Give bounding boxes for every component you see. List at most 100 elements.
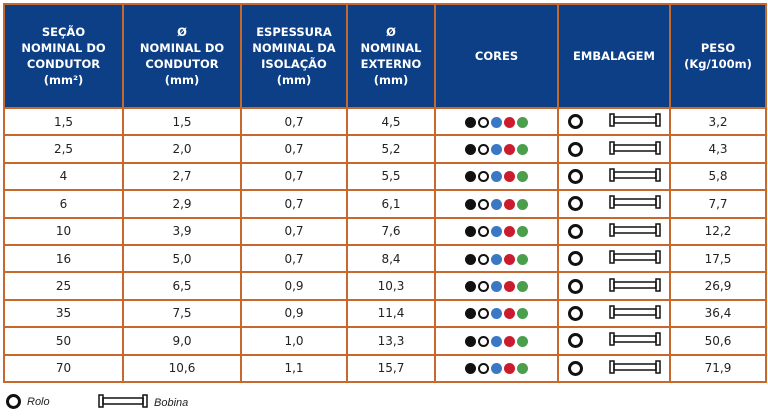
table-row: 2,5 2,0 0,7 5,2 4,3 bbox=[3, 134, 767, 164]
color-dot bbox=[491, 363, 502, 375]
legend-bobina-label: Bobina bbox=[154, 396, 189, 409]
table-row: 70 10,6 1,1 15,7 71,9 bbox=[3, 353, 767, 383]
packaging-cell bbox=[557, 353, 671, 383]
cell: 0,7 bbox=[240, 243, 348, 274]
rolo-icon bbox=[567, 168, 583, 184]
color-dot bbox=[517, 226, 528, 238]
rolo-icon bbox=[567, 114, 583, 130]
cell: 7,7 bbox=[669, 189, 767, 219]
color-dot bbox=[504, 171, 515, 183]
table-row: 10 3,9 0,7 7,6 12,2 bbox=[3, 216, 767, 246]
color-dot bbox=[465, 335, 476, 347]
cell: 0,9 bbox=[240, 271, 348, 301]
cell: 0,7 bbox=[240, 161, 348, 192]
color-dot bbox=[491, 144, 502, 156]
column-header: PESO (Kg/100m) bbox=[669, 3, 767, 109]
color-dot bbox=[465, 144, 476, 156]
cell: 1,5 bbox=[3, 106, 124, 137]
table-row: 35 7,5 0,9 11,4 36,4 bbox=[3, 298, 767, 329]
packaging-cell bbox=[557, 216, 671, 246]
cell: 6,5 bbox=[122, 271, 242, 301]
color-dot bbox=[465, 253, 476, 265]
cell: 36,4 bbox=[669, 298, 767, 329]
rolo-icon bbox=[567, 360, 583, 376]
color-dot bbox=[517, 363, 528, 375]
rolo-icon bbox=[567, 251, 583, 267]
color-dot bbox=[504, 308, 515, 320]
color-dot bbox=[465, 171, 476, 183]
column-header: CORES bbox=[434, 3, 559, 109]
cell: 3,9 bbox=[122, 216, 242, 246]
rolo-icon bbox=[567, 196, 583, 212]
color-dot bbox=[504, 335, 515, 347]
bobina-icon bbox=[98, 394, 148, 411]
cell: 35 bbox=[3, 298, 124, 329]
color-dot bbox=[465, 116, 476, 128]
rolo-icon bbox=[6, 394, 21, 409]
cell: 5,0 bbox=[122, 243, 242, 274]
cell: 15,7 bbox=[346, 353, 436, 383]
colors-cell bbox=[434, 161, 559, 192]
cell: 1,5 bbox=[122, 106, 242, 137]
bobina-icon bbox=[608, 168, 661, 185]
color-dot bbox=[478, 226, 489, 238]
cell: 5,8 bbox=[669, 161, 767, 192]
cell: 50,6 bbox=[669, 326, 767, 356]
table-row: 50 9,0 1,0 13,3 50,6 bbox=[3, 326, 767, 356]
color-dot bbox=[465, 281, 476, 293]
color-dot bbox=[504, 363, 515, 375]
color-dot bbox=[517, 253, 528, 265]
color-dot bbox=[504, 116, 515, 128]
column-header: Ø NOMINAL EXTERNO (mm) bbox=[346, 3, 436, 109]
color-dot bbox=[504, 198, 515, 210]
colors-cell bbox=[434, 106, 559, 137]
color-dot bbox=[517, 308, 528, 320]
colors-cell bbox=[434, 326, 559, 356]
cell: 4,5 bbox=[346, 106, 436, 137]
colors-cell bbox=[434, 216, 559, 246]
cell: 0,7 bbox=[240, 189, 348, 219]
color-dot bbox=[478, 308, 489, 320]
cell: 2,7 bbox=[122, 161, 242, 192]
color-dot bbox=[478, 281, 489, 293]
cell: 0,7 bbox=[240, 216, 348, 246]
color-dot bbox=[478, 253, 489, 265]
color-dot bbox=[491, 308, 502, 320]
cell: 10,3 bbox=[346, 271, 436, 301]
colors-cell bbox=[434, 243, 559, 274]
cell: 5,2 bbox=[346, 134, 436, 164]
color-dot bbox=[517, 281, 528, 293]
bobina-icon bbox=[608, 277, 661, 295]
cell: 1,0 bbox=[240, 326, 348, 356]
bobina-icon bbox=[608, 195, 661, 212]
color-dot bbox=[491, 281, 502, 293]
color-dot bbox=[517, 198, 528, 210]
cell: 13,3 bbox=[346, 326, 436, 356]
cell: 17,5 bbox=[669, 243, 767, 274]
color-dot bbox=[517, 335, 528, 347]
cell: 7,6 bbox=[346, 216, 436, 246]
legend-rolo-label: Rolo bbox=[27, 395, 50, 408]
rolo-icon bbox=[567, 278, 583, 294]
cell: 2,9 bbox=[122, 189, 242, 219]
cell: 10 bbox=[3, 216, 124, 246]
bobina-icon bbox=[608, 113, 661, 130]
color-dot bbox=[491, 171, 502, 183]
color-dot bbox=[504, 144, 515, 156]
bobina-icon bbox=[608, 332, 661, 349]
cell: 2,5 bbox=[3, 134, 124, 164]
color-dot bbox=[465, 198, 476, 210]
cell: 10,6 bbox=[122, 353, 242, 383]
colors-cell bbox=[434, 271, 559, 301]
colors-cell bbox=[434, 189, 559, 219]
cell: 0,7 bbox=[240, 134, 348, 164]
column-header: Ø NOMINAL DO CONDUTOR (mm) bbox=[122, 3, 242, 109]
color-dot bbox=[491, 253, 502, 265]
color-dot bbox=[465, 308, 476, 320]
color-dot bbox=[517, 171, 528, 183]
colors-cell bbox=[434, 298, 559, 329]
table-row: 6 2,9 0,7 6,1 7,7 bbox=[3, 189, 767, 219]
bobina-icon bbox=[608, 359, 661, 377]
colors-cell bbox=[434, 353, 559, 383]
color-dot bbox=[478, 335, 489, 347]
